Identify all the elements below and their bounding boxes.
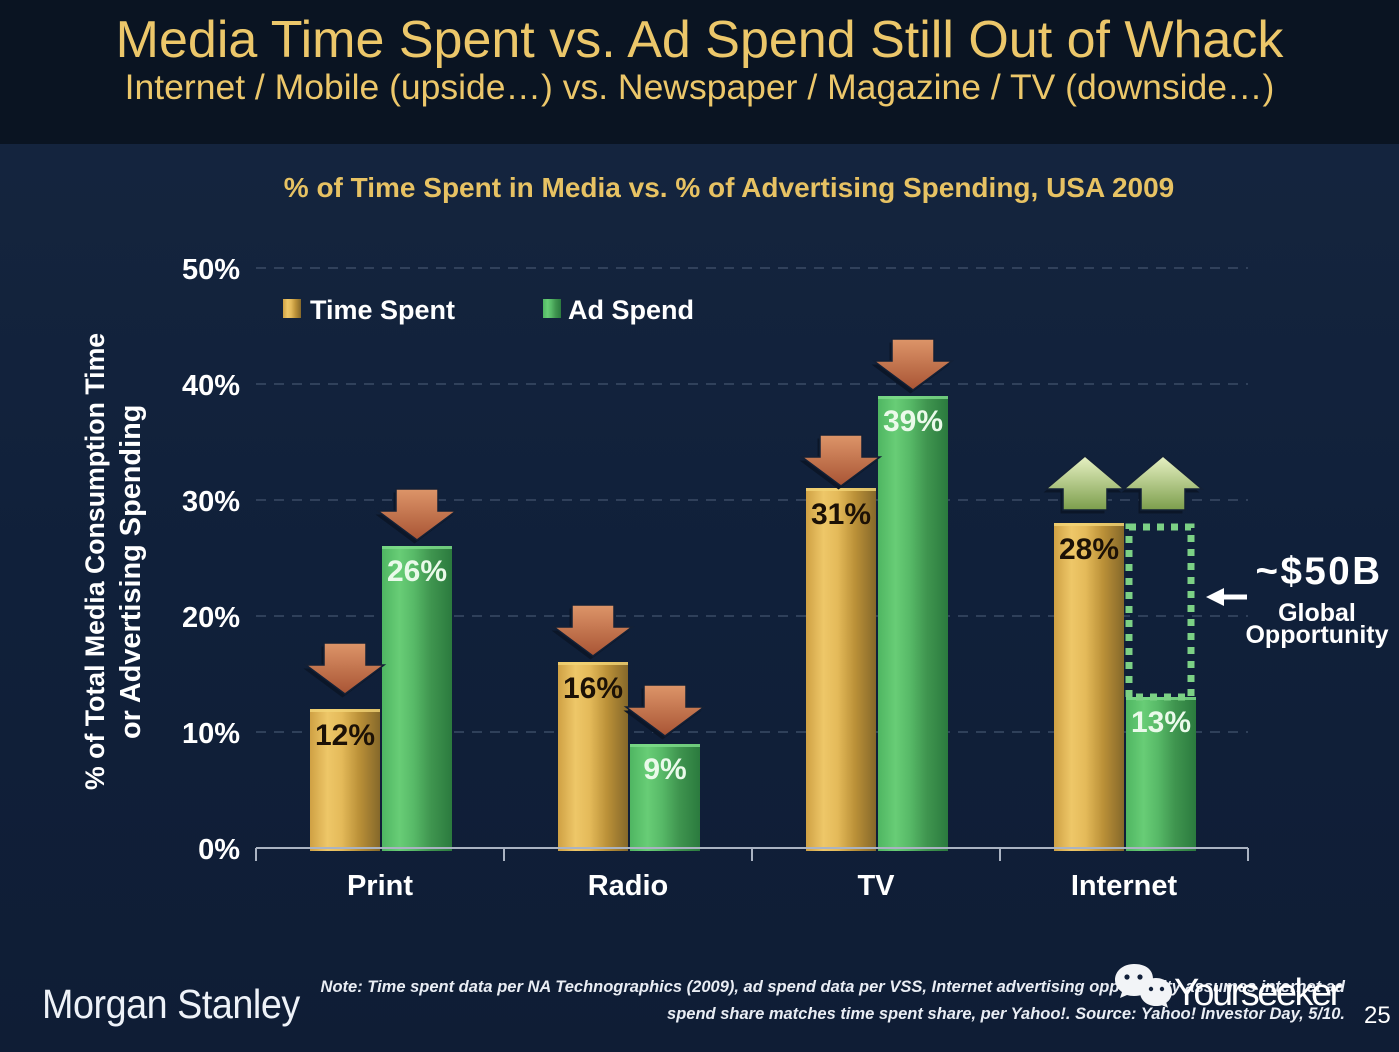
svg-text:13%: 13% [1131, 706, 1191, 739]
svg-text:20%: 20% [182, 602, 240, 634]
svg-text:Internet: Internet [1071, 870, 1178, 902]
svg-text:9%: 9% [643, 753, 686, 786]
svg-text:40%: 40% [182, 370, 240, 402]
svg-text:30%: 30% [182, 486, 240, 518]
svg-text:10%: 10% [182, 718, 240, 750]
svg-text:0%: 0% [198, 834, 240, 866]
svg-text:Global: Global [1278, 599, 1356, 627]
svg-text:Time Spent: Time Spent [310, 295, 455, 325]
svg-text:~$50B: ~$50B [1255, 550, 1382, 593]
svg-text:16%: 16% [563, 672, 623, 705]
svg-text:Opportunity: Opportunity [1245, 621, 1388, 649]
svg-text:or Advertising Spending: or Advertising Spending [115, 405, 147, 739]
svg-text:Radio: Radio [588, 870, 669, 902]
svg-text:50%: 50% [182, 254, 240, 286]
svg-text:% of Total Media Consumption T: % of Total Media Consumption Time [80, 333, 110, 790]
svg-text:12%: 12% [315, 719, 375, 752]
svg-text:39%: 39% [883, 405, 943, 438]
svg-text:Print: Print [347, 870, 413, 902]
svg-text:TV: TV [857, 870, 895, 902]
svg-text:31%: 31% [811, 498, 871, 531]
svg-text:28%: 28% [1059, 533, 1119, 566]
svg-text:26%: 26% [387, 555, 447, 588]
svg-text:Ad Spend: Ad Spend [568, 295, 694, 325]
